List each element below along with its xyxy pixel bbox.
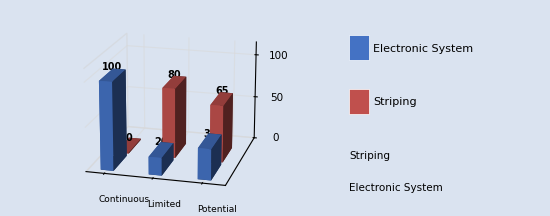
Text: Electronic System: Electronic System (373, 44, 473, 54)
Text: Striping: Striping (349, 151, 390, 160)
Text: Electronic System: Electronic System (349, 183, 443, 193)
Text: Striping: Striping (373, 97, 416, 106)
